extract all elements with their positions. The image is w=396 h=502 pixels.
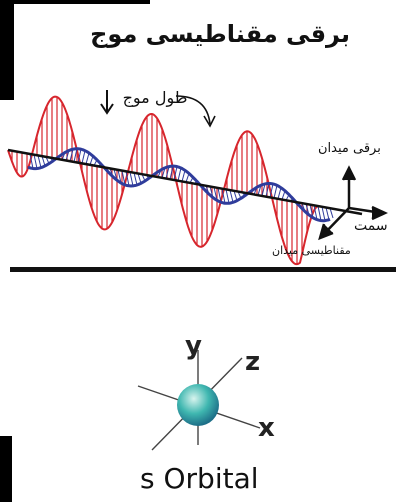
magnetic-hatch-line bbox=[129, 171, 134, 187]
magnetic-hatch-line bbox=[29, 153, 34, 169]
page-edge-bar-bottom bbox=[0, 436, 12, 502]
magnetic-hatch-line bbox=[273, 185, 278, 199]
magnetic-hatch-line bbox=[229, 189, 234, 203]
s-orbital-sphere bbox=[177, 384, 219, 426]
electric-field-label: برقی میدان bbox=[318, 141, 381, 156]
magnetic-hatch-line bbox=[125, 171, 130, 186]
magnetic-hatch-line bbox=[233, 190, 238, 201]
magnetic-hatch-line bbox=[177, 167, 182, 181]
s-orbital-diagram bbox=[137, 350, 261, 451]
magnetic-hatch-line bbox=[261, 183, 266, 197]
magnetic-hatch-line bbox=[69, 149, 74, 162]
magnetic-wave bbox=[27, 147, 331, 223]
axis-label-z: z bbox=[245, 347, 261, 377]
magnetic-hatch-line bbox=[317, 205, 322, 221]
magnetic-hatch-line bbox=[221, 188, 226, 204]
magnetic-hatch-line bbox=[309, 204, 314, 218]
magnetic-field-label: مقناطیسی میدان bbox=[272, 244, 351, 257]
magnetic-hatch-line bbox=[217, 187, 222, 203]
magnetic-hatch-line bbox=[33, 154, 38, 169]
em-wave-diagram bbox=[7, 90, 388, 266]
magnetic-hatch-line bbox=[225, 189, 230, 204]
page-edge-line bbox=[0, 0, 150, 4]
axis-label-y: y bbox=[185, 331, 202, 361]
orbital-label: s Orbital bbox=[140, 462, 259, 495]
magnetic-hatch-line bbox=[181, 170, 186, 182]
magnetic-hatch-line bbox=[117, 169, 122, 184]
magnetic-hatch-line bbox=[269, 183, 274, 198]
magnetic-hatch-line bbox=[137, 173, 142, 184]
direction-label: سمت bbox=[354, 218, 388, 234]
magnetic-hatch-line bbox=[37, 155, 42, 168]
field-axes bbox=[318, 165, 388, 241]
magnetic-hatch-line bbox=[85, 152, 90, 165]
magnetic-hatch-line bbox=[73, 148, 78, 163]
page-edge-bar bbox=[0, 0, 14, 100]
separator-line bbox=[10, 267, 396, 272]
wavelength-arrow-right bbox=[175, 95, 216, 128]
magnetic-hatch-line bbox=[277, 187, 282, 199]
magnetic-hatch-line bbox=[321, 206, 326, 221]
magnetic-hatch-line bbox=[81, 150, 86, 164]
magnetic-hatch-line bbox=[165, 166, 170, 179]
wavelength-arrow-left bbox=[100, 90, 114, 115]
propagation-axis bbox=[7, 148, 363, 216]
axis-label-x: x bbox=[258, 413, 275, 443]
magnetic-hatch-line bbox=[77, 149, 82, 163]
wavelength-label: طول موج bbox=[122, 88, 188, 107]
magnetic-hatch-line bbox=[133, 172, 138, 186]
magnetic-hatch-line bbox=[213, 187, 218, 201]
magnetic-hatch-line bbox=[325, 207, 330, 220]
magnetic-hatch-line bbox=[313, 205, 318, 220]
electric-wave-hatch bbox=[11, 97, 318, 265]
magnetic-hatch-line bbox=[329, 208, 334, 219]
magnetic-hatch-line bbox=[265, 183, 270, 197]
magnetic-hatch-line bbox=[169, 165, 174, 180]
electric-wave bbox=[7, 95, 319, 266]
diagram-title: برقی مقناطیسی موج bbox=[90, 20, 350, 48]
magnetic-hatch-line bbox=[121, 170, 126, 186]
magnetic-hatch-line bbox=[41, 155, 46, 167]
magnetic-hatch-line bbox=[173, 166, 178, 181]
